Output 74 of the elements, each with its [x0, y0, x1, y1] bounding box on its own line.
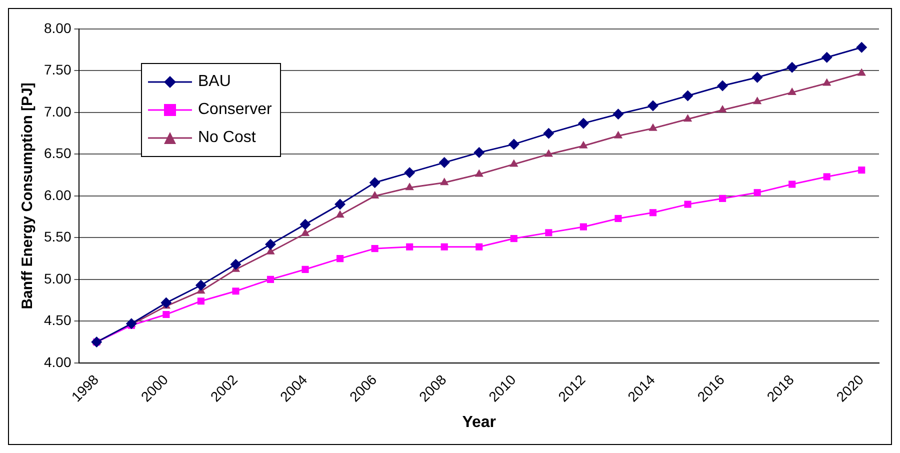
point [370, 190, 380, 198]
point [786, 62, 798, 73]
point [752, 72, 763, 83]
point [856, 42, 868, 53]
point [334, 198, 346, 210]
point [300, 218, 311, 230]
point [648, 123, 658, 131]
y-tick-label: 7.50 [44, 62, 72, 78]
point [614, 214, 622, 222]
point [858, 166, 866, 174]
point [510, 234, 518, 242]
point [160, 297, 172, 308]
point [126, 318, 137, 330]
point [752, 96, 762, 104]
y-tick-label: 7.00 [44, 103, 72, 120]
point [300, 228, 310, 236]
y-tick-label: 4.00 [44, 354, 72, 370]
point [545, 229, 552, 236]
point [684, 200, 692, 208]
y-tick-label: 6.50 [44, 145, 72, 162]
legend-label: No Cost [198, 129, 256, 147]
point [404, 167, 416, 178]
point [440, 243, 448, 250]
y-tick-label: 5.00 [44, 270, 72, 286]
y-tick-label: 5.50 [44, 228, 72, 245]
point [371, 245, 378, 252]
point [162, 310, 170, 318]
point [266, 276, 274, 283]
point [510, 159, 518, 167]
point [336, 210, 344, 218]
point [302, 266, 309, 273]
point [578, 118, 589, 129]
legend-label: Conserver [198, 101, 272, 119]
point [647, 100, 658, 112]
point [474, 169, 484, 177]
point [195, 280, 206, 291]
point [543, 128, 554, 139]
point [232, 288, 240, 295]
point [822, 78, 832, 86]
point [580, 223, 587, 230]
point [718, 194, 726, 202]
point [682, 90, 694, 102]
point [649, 209, 657, 216]
point [718, 104, 727, 112]
point [857, 68, 866, 76]
point [579, 140, 588, 148]
point [336, 255, 344, 262]
point [197, 298, 204, 305]
point [788, 87, 796, 95]
point [405, 182, 414, 190]
y-tick-label: 8.00 [44, 20, 72, 36]
point [440, 178, 449, 186]
point [788, 180, 796, 188]
point [683, 114, 692, 122]
point [476, 243, 483, 250]
point [438, 157, 450, 168]
point [230, 258, 242, 270]
point [264, 238, 276, 250]
point [612, 108, 624, 120]
point [406, 243, 414, 250]
point [544, 149, 553, 157]
y-tick-label: 6.00 [44, 186, 72, 203]
point [508, 138, 520, 150]
x-axis-title: Year [462, 414, 496, 431]
point [754, 189, 761, 196]
legend-label: BAU [198, 73, 231, 91]
point [474, 147, 485, 158]
point [821, 52, 832, 63]
y-axis-title: Banff Energy Consumption [PJ] [19, 82, 36, 310]
point [823, 173, 830, 180]
point [369, 177, 380, 188]
point [614, 130, 623, 138]
point [717, 80, 728, 92]
y-tick-label: 4.50 [44, 312, 72, 328]
